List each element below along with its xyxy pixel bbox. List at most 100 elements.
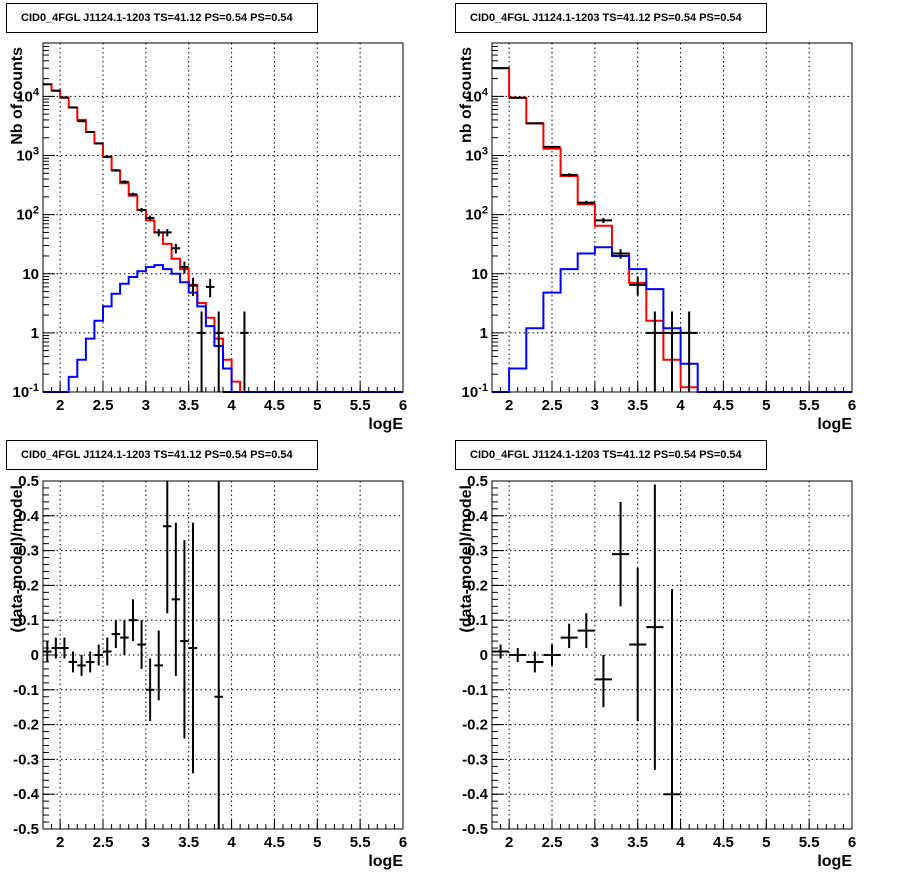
plot-top-left: 2 2.5 3 3.5 4 4.5 5 5.5 6 10-1 1 10 102 103 104 logE Nb …	[9, 42, 407, 433]
data-layer	[492, 484, 681, 829]
y-tick-label: 0.3	[18, 543, 39, 560]
y-tick-label: 0.3	[467, 543, 488, 560]
y-axis-title: (data-model)/model	[9, 485, 26, 633]
data-point	[103, 155, 112, 159]
x-tick-label: 5.5	[799, 397, 820, 414]
x-tick-label: 3.5	[178, 834, 199, 851]
data-point	[577, 613, 595, 649]
y-tick-label: 103	[16, 146, 39, 165]
x-tick-label: 5.5	[799, 834, 820, 851]
data-point	[154, 630, 163, 701]
y-tick-label: 104	[16, 86, 40, 105]
data-point	[214, 481, 223, 829]
tick-labels: 2 2.5 3 3.5 4 4.5 5 5.5 6 -0.5 -0.4 -0.3 -0.2 -0.1 0 0.…	[462, 473, 856, 851]
data-layer	[492, 67, 852, 393]
y-tick-label: -0.5	[462, 821, 488, 838]
data-point	[205, 278, 215, 298]
data-point	[197, 311, 206, 392]
y-tick-label: 0.2	[467, 577, 488, 594]
y-tick-label: 10	[471, 266, 488, 283]
data-point	[180, 261, 189, 274]
data-point	[137, 207, 146, 213]
data-point	[594, 217, 612, 224]
y-tick-label: 0	[480, 647, 488, 664]
y-tick-label: -0.2	[462, 717, 488, 734]
data-point	[629, 568, 647, 722]
x-tick-label: 4.5	[264, 834, 285, 851]
data-point	[94, 644, 103, 666]
data-point	[509, 96, 527, 99]
x-tick-label: 4.5	[713, 834, 734, 851]
data-point	[51, 637, 61, 659]
plot-title: CID0_4FGL J1124.1-1203 TS=41.12 PS=0.54 …	[455, 3, 767, 33]
x-axis-title: logE	[817, 416, 852, 433]
data-point	[145, 215, 155, 221]
pad-top-right: 2 2.5 3 3.5 4 4.5 5 5.5 6 10-1 1 10 102 103 104 logE nb …	[449, 0, 898, 437]
data-point	[188, 522, 198, 774]
x-axis-title: logE	[368, 853, 403, 870]
data-point	[543, 644, 561, 666]
data-point	[120, 620, 129, 655]
y-axis-title: (data-model)/model	[458, 485, 475, 633]
x-tick-label: 4.5	[264, 397, 285, 414]
y-tick-label: -0.1	[462, 682, 488, 699]
x-tick-label: 2	[56, 397, 64, 414]
data-point	[509, 648, 527, 662]
y-tick-label: 0.1	[467, 612, 488, 629]
y-tick-label: -0.4	[13, 786, 40, 803]
x-tick-label: 3	[591, 397, 599, 414]
y-tick-label: 0.4	[467, 508, 489, 525]
x-axis-title: logE	[368, 416, 403, 433]
plot-frame	[491, 42, 853, 393]
x-tick-label: 5	[762, 397, 770, 414]
plot-title: CID0_4FGL J1124.1-1203 TS=41.12 PS=0.54 …	[455, 440, 767, 470]
data-point	[188, 277, 198, 297]
y-tick-label: 0.5	[18, 473, 39, 490]
data-point	[240, 311, 249, 392]
data-point	[43, 641, 52, 662]
x-tick-label: 4.5	[713, 397, 734, 414]
data-point	[103, 637, 112, 666]
x-tick-label: 4	[227, 834, 236, 851]
y-tick-label: 0.2	[18, 577, 39, 594]
model-source-histogram	[43, 264, 403, 393]
data-point	[492, 644, 510, 659]
data-point	[663, 311, 681, 392]
data-point	[60, 96, 69, 99]
data-point	[128, 192, 138, 197]
data-point	[85, 130, 95, 134]
plot-frame	[42, 480, 404, 830]
x-tick-label: 2.5	[542, 397, 563, 414]
y-tick-label: -0.3	[462, 751, 488, 768]
y-tick-label: 1	[31, 325, 39, 342]
tick-labels: 2 2.5 3 3.5 4 4.5 5 5.5 6 10-1 1 10 102 103 104	[462, 86, 857, 414]
y-tick-label: 10-1	[13, 382, 39, 401]
data-point	[68, 106, 78, 109]
data-point	[120, 180, 129, 184]
data-point	[612, 249, 630, 259]
data-point	[612, 501, 630, 607]
y-tick-label: -0.2	[13, 717, 39, 734]
x-tick-label: 5	[313, 834, 321, 851]
x-tick-label: 2.5	[93, 834, 114, 851]
data-point	[94, 142, 103, 145]
y-tick-label: 1	[480, 325, 488, 342]
x-tick-label: 6	[399, 834, 407, 851]
data-point	[680, 311, 698, 392]
data-point	[646, 484, 664, 770]
y-tick-label: -0.4	[462, 786, 489, 803]
data-point	[68, 651, 78, 673]
pad-top-left: 2 2.5 3 3.5 4 4.5 5 5.5 6 10-1 1 10 102 103 104 logE Nb …	[0, 0, 449, 437]
pad-bottom-left: 2 2.5 3 3.5 4 4.5 5 5.5 6 -0.5 -0.4 -0.3 -0.2 -0.1 0 0.…	[0, 437, 449, 875]
x-tick-label: 6	[848, 834, 856, 851]
x-tick-label: 3.5	[627, 834, 648, 851]
data-point	[171, 243, 181, 254]
data-point	[526, 122, 544, 125]
y-tick-label: 10-1	[462, 382, 488, 401]
data-point	[163, 481, 172, 614]
x-tick-label: 3	[591, 834, 599, 851]
pad-bottom-right: 2 2.5 3 3.5 4 4.5 5 5.5 6 -0.5 -0.4 -0.3 -0.2 -0.1 0 0.…	[449, 437, 898, 875]
data-point	[154, 229, 163, 237]
y-tick-label: 102	[465, 205, 488, 224]
data-point	[137, 620, 146, 669]
